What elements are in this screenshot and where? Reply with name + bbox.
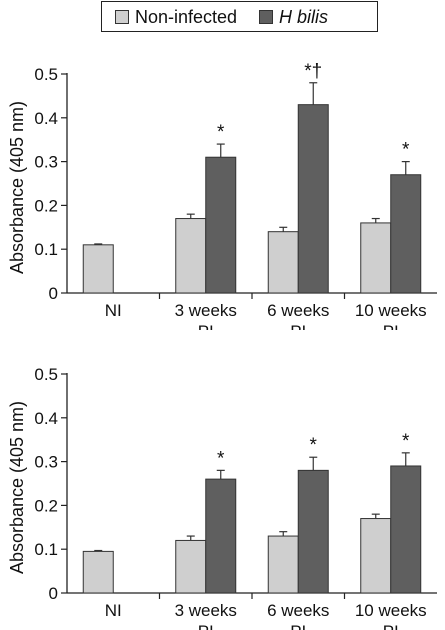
chart1-x-tick-label: PI bbox=[383, 322, 399, 330]
chart1-x-tick-label: PI bbox=[290, 322, 306, 330]
chart1-y-tick-label: 0.2 bbox=[34, 196, 58, 215]
legend-item-h-bilis: H bilis bbox=[259, 7, 328, 27]
chart2-bar-non-infected bbox=[267, 535, 299, 594]
chart2-significance-marker: * bbox=[217, 448, 225, 469]
chart2-y-tick-label: 0.5 bbox=[34, 365, 58, 384]
legend: Non-infected H bilis bbox=[101, 1, 378, 32]
chart2-y-tick-label: 0 bbox=[49, 584, 58, 603]
chart1-x-tick-label: NI bbox=[105, 301, 122, 320]
chart1-significance-marker: * bbox=[217, 122, 225, 143]
chart1-x-tick-label: 10 weeks bbox=[355, 301, 427, 320]
chart1-bar-h-bilis bbox=[205, 156, 237, 294]
chart2-significance-marker: * bbox=[310, 435, 318, 456]
chart1-bar-non-infected bbox=[267, 231, 299, 294]
chart2-bar-h-bilis bbox=[205, 478, 237, 594]
chart1-bar-h-bilis bbox=[297, 104, 329, 294]
chart1-y-tick-label: 0.3 bbox=[34, 153, 58, 172]
chart1-significance-marker: * bbox=[402, 140, 410, 161]
chart2-y-axis-label: Absorbance (405 nm) bbox=[7, 401, 27, 574]
chart1-x-tick-label: PI bbox=[198, 322, 214, 330]
chart2-significance-marker: * bbox=[402, 431, 410, 452]
chart1-bar-h-bilis bbox=[390, 174, 422, 294]
chart2-bar-non-infected bbox=[175, 539, 207, 594]
chart1-significance-marker: *† bbox=[304, 61, 322, 82]
chart2-y-tick-label: 0.4 bbox=[34, 409, 58, 428]
chart2-x-tick-label: PI bbox=[198, 622, 214, 630]
chart1-bar-non-infected bbox=[82, 244, 114, 294]
chart2-x-tick-label: PI bbox=[383, 622, 399, 630]
chart2-x-tick-label: PI bbox=[290, 622, 306, 630]
chart1-y-tick-label: 0 bbox=[49, 284, 58, 303]
chart2-bar-non-infected bbox=[360, 518, 392, 594]
chart1-y-tick-label: 0.4 bbox=[34, 109, 58, 128]
chart1-y-axis-label: Absorbance (405 nm) bbox=[7, 101, 27, 274]
chart2-bar-non-infected bbox=[82, 550, 114, 594]
chart1-bar-non-infected bbox=[175, 218, 207, 294]
chart2-x-tick-label: NI bbox=[105, 601, 122, 620]
chart1-x-tick-label: 6 weeks bbox=[267, 301, 329, 320]
legend-swatch-non-infected bbox=[115, 10, 129, 24]
legend-label-non-infected: Non-infected bbox=[135, 7, 238, 27]
chart1-y-tick-label: 0.5 bbox=[34, 65, 58, 84]
chart2-x-tick-label: 3 weeks bbox=[175, 601, 237, 620]
legend-label-h-bilis: H bilis bbox=[279, 7, 329, 27]
chart-top: 0 0.1 0.2 0.3 0.4 0.5 Absorbance (405 nm) NI * 3 … bbox=[7, 61, 437, 330]
legend-swatch-h-bilis bbox=[259, 10, 273, 24]
chart1-y-tick-label: 0.1 bbox=[34, 240, 58, 259]
chart2-x-tick-label: 10 weeks bbox=[355, 601, 427, 620]
chart2-x-tick-label: 6 weeks bbox=[267, 601, 329, 620]
chart2-y-tick-label: 0.3 bbox=[34, 453, 58, 472]
chart-bottom: 0 0.1 0.2 0.3 0.4 0.5 Absorbance (405 nm) NI * 3 … bbox=[7, 365, 437, 630]
legend-item-non-infected: Non-infected bbox=[115, 7, 237, 27]
chart2-bar-h-bilis bbox=[297, 469, 329, 594]
chart2-bar-h-bilis bbox=[390, 465, 422, 594]
chart2-y-tick-label: 0.2 bbox=[34, 496, 58, 515]
chart1-x-tick-label: 3 weeks bbox=[175, 301, 237, 320]
chart2-y-tick-label: 0.1 bbox=[34, 540, 58, 559]
chart1-bar-non-infected bbox=[360, 222, 392, 294]
